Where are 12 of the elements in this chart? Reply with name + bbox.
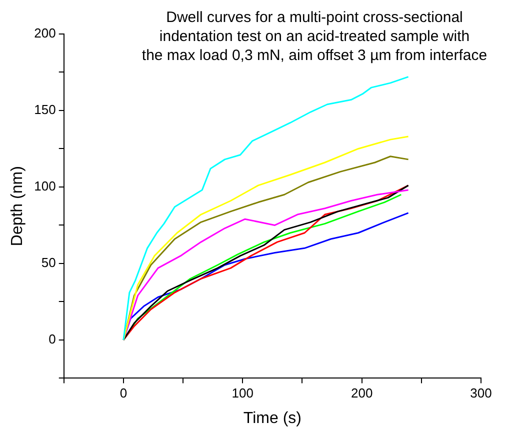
x-tick-label: 300: [470, 386, 492, 401]
y-axis-title: Depth (nm): [9, 166, 26, 246]
x-tick-label: 100: [232, 386, 254, 401]
y-tick-label: 150: [34, 102, 56, 118]
y-tick-label: 100: [34, 178, 56, 194]
y-tick-label: 200: [34, 26, 56, 41]
x-axis-title: Time (s): [243, 410, 302, 427]
x-tick-label: 200: [350, 386, 373, 401]
x-tick-label: 0: [120, 386, 128, 401]
chart-title: Dwell curves for a multi-point cross-sectional indentation test on an acid-treated sample with the max load 0,3 mN, aim offset 3 µm from interface: [140, 8, 488, 65]
y-tick-label: 50: [41, 255, 56, 270]
y-tick-label: 0: [48, 332, 56, 347]
